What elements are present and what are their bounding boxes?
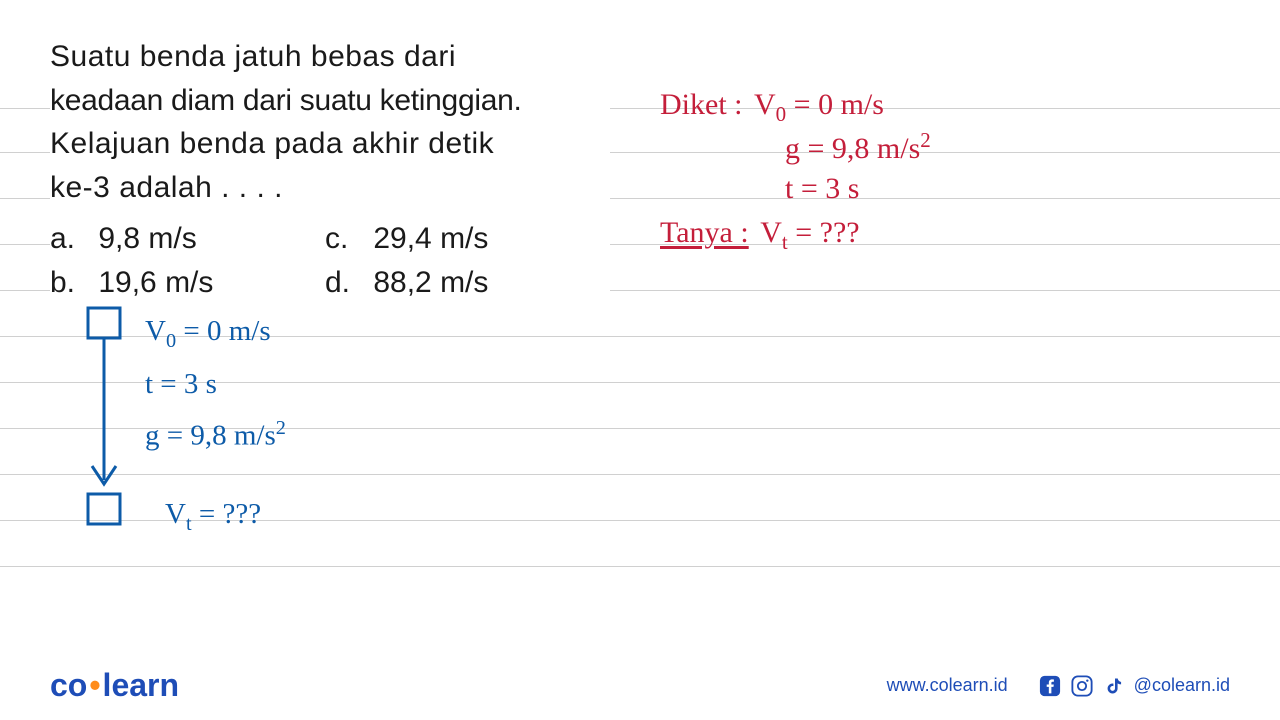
option-value: 29,4 m/s bbox=[373, 222, 488, 255]
colearn-logo: co•learn bbox=[50, 667, 179, 704]
handwriting-diket-g: g = 9,8 m/s2 bbox=[785, 128, 931, 166]
diket-label: Diket : bbox=[660, 88, 743, 121]
diket-v0: V0 = 0 m/s bbox=[754, 88, 884, 121]
footer-handle: @colearn.id bbox=[1134, 675, 1230, 696]
footer: co•learn www.colearn.id @colearn.id bbox=[0, 650, 1280, 720]
option-label: d. bbox=[325, 261, 365, 305]
work-line-v0: V0 = 0 m/s bbox=[145, 308, 286, 357]
options-container: a. 9,8 m/s c. 29,4 m/s b. 19,6 m/s d. 88… bbox=[50, 217, 600, 304]
option-value: 88,2 m/s bbox=[373, 266, 488, 299]
option-value: 9,8 m/s bbox=[98, 222, 196, 255]
handwriting-blue-vt: Vt = ??? bbox=[165, 498, 261, 536]
footer-social: @colearn.id bbox=[1038, 674, 1230, 698]
logo-learn: learn bbox=[103, 667, 179, 703]
question-line: Kelajuan benda pada akhir detik bbox=[50, 127, 494, 160]
logo-dot-icon: • bbox=[89, 667, 100, 703]
ruled-line bbox=[0, 566, 1280, 567]
handwriting-tanya: Tanya : Vt = ??? bbox=[660, 216, 860, 255]
question-block: Suatu benda jatuh bebas dari keadaan dia… bbox=[50, 30, 610, 314]
diagram-end-box bbox=[88, 494, 120, 524]
footer-website: www.colearn.id bbox=[887, 675, 1008, 696]
option-b: b. 19,6 m/s bbox=[50, 261, 325, 305]
question-line: ke-3 adalah . . . . bbox=[50, 171, 283, 204]
ruled-line bbox=[0, 474, 1280, 475]
work-line-g: g = 9,8 m/s2 bbox=[145, 412, 286, 459]
facebook-icon bbox=[1038, 674, 1062, 698]
footer-right: www.colearn.id @colearn.id bbox=[887, 674, 1230, 698]
tanya-label: Tanya : bbox=[660, 216, 749, 249]
work-line-t: t = 3 s bbox=[145, 361, 286, 407]
option-label: c. bbox=[325, 217, 365, 261]
question-text: Suatu benda jatuh bebas dari keadaan dia… bbox=[50, 35, 600, 209]
falling-object-diagram bbox=[82, 304, 142, 534]
handwriting-diket: Diket : V0 = 0 m/s bbox=[660, 82, 884, 131]
option-c: c. 29,4 m/s bbox=[325, 217, 600, 261]
option-d: d. 88,2 m/s bbox=[325, 261, 600, 305]
option-value: 19,6 m/s bbox=[98, 266, 213, 299]
option-label: b. bbox=[50, 261, 90, 305]
question-line: keadaan diam dari suatu ketinggian. bbox=[50, 84, 522, 117]
option-a: a. 9,8 m/s bbox=[50, 217, 325, 261]
option-label: a. bbox=[50, 217, 90, 261]
diagram-start-box bbox=[88, 308, 120, 338]
instagram-icon bbox=[1070, 674, 1094, 698]
tiktok-icon bbox=[1102, 674, 1126, 698]
question-line: Suatu benda jatuh bebas dari bbox=[50, 40, 456, 73]
logo-co: co bbox=[50, 667, 87, 703]
handwriting-diket-t: t = 3 s bbox=[785, 172, 859, 206]
handwriting-blue-work: V0 = 0 m/s t = 3 s g = 9,8 m/s2 bbox=[145, 308, 286, 463]
tanya-val: Vt = ??? bbox=[760, 216, 859, 249]
